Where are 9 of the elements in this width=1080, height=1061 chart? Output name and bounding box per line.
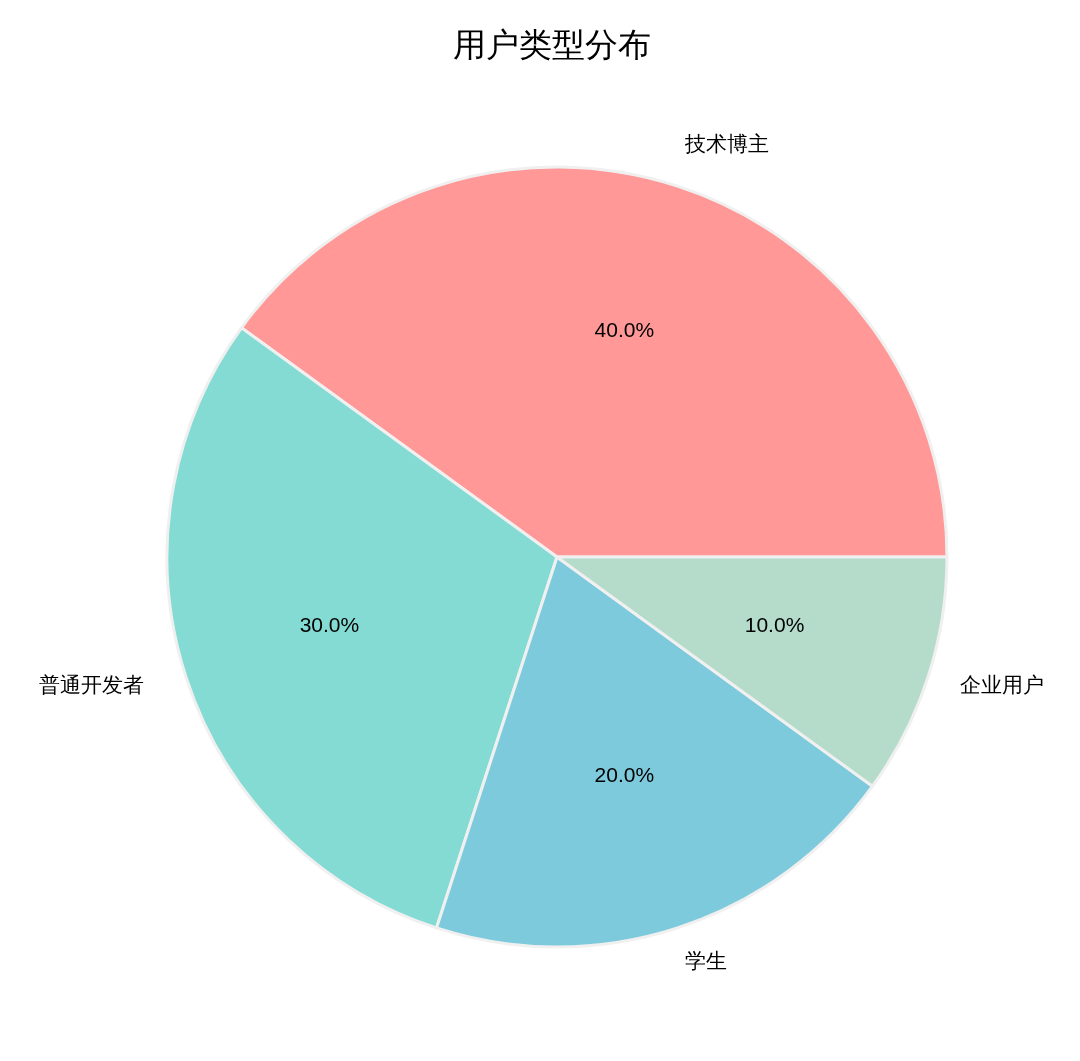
slice-label: 企业用户 — [960, 673, 1044, 697]
slice-label: 普通开发者 — [39, 673, 144, 697]
data-label: 40.0% — [594, 317, 655, 341]
data-label: 20.0% — [594, 763, 655, 787]
data-label: 10.0% — [744, 612, 805, 636]
data-label: 30.0% — [299, 612, 360, 636]
chart-title: 用户类型分布 — [453, 25, 651, 63]
slice-label: 技术博主 — [683, 132, 769, 156]
slice-label: 学生 — [684, 948, 727, 972]
